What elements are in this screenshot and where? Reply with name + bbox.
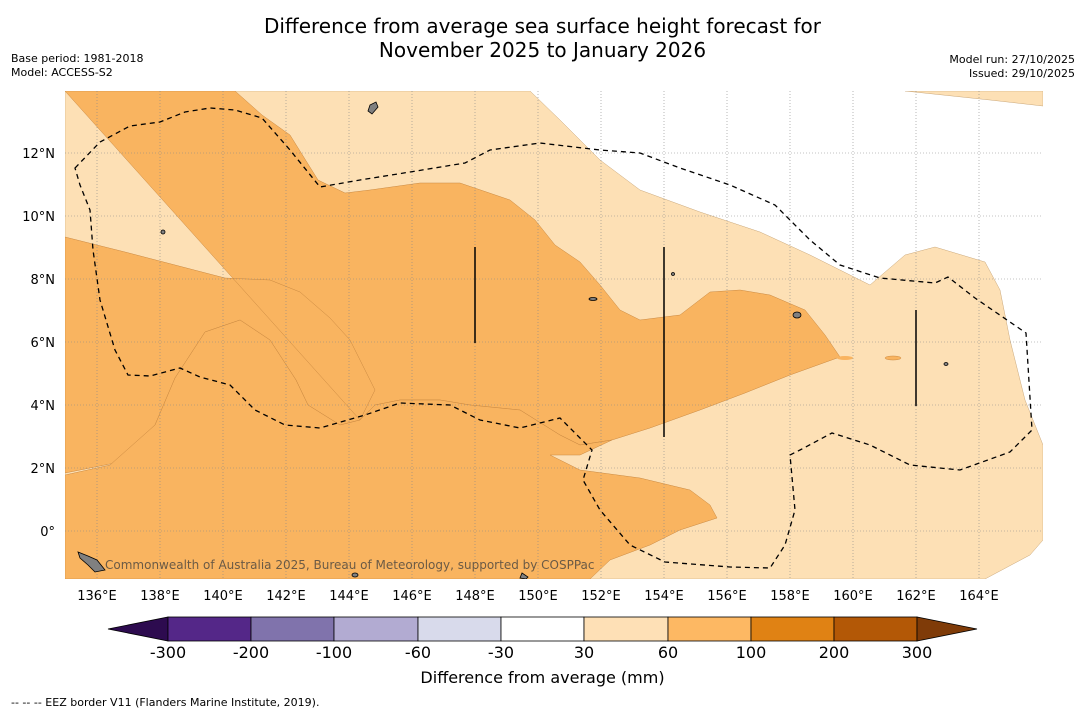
eez-legend-note: -- -- -- EEZ border V11 (Flanders Marine… (11, 696, 320, 709)
map-title-line2: November 2025 to January 2026 (378, 38, 707, 62)
colorbar-tick-label: -60 (404, 643, 432, 662)
island-markers (77, 101, 949, 579)
map-title-line1: Difference from average sea surface heig… (263, 14, 822, 38)
eez-border-line (74, 107, 1033, 569)
model-run-label: Model run: 27/10/2025 (949, 53, 1075, 66)
colorbar-bin (417, 616, 502, 642)
model-label: Model: ACCESS-S2 (11, 66, 113, 79)
island-c (671, 272, 675, 276)
lon-label: 154°E (644, 589, 684, 604)
colorbar-tick-label: -200 (232, 643, 270, 662)
colorbar-bin (333, 616, 419, 642)
colorbar-bin (833, 616, 918, 642)
lon-label: 162°E (896, 589, 936, 604)
lon-label: 146°E (392, 589, 432, 604)
colorbar-tick-label: -100 (315, 643, 353, 662)
lon-label: 152°E (581, 589, 621, 604)
colorbar-tick-label: 60 (657, 643, 679, 662)
colorbar-tick-label: 200 (818, 643, 850, 662)
colorbar-bin (167, 616, 252, 642)
colorbar-tick-label: 30 (573, 643, 595, 662)
colorbar-tick-label: 100 (735, 643, 767, 662)
lon-label: 164°E (959, 589, 999, 604)
lat-label: 4°N (31, 399, 56, 414)
lon-label: 148°E (455, 589, 495, 604)
colorbar-bin (250, 616, 335, 642)
island-e (351, 572, 359, 578)
colorbar-tick-label: 300 (901, 643, 933, 662)
colorbar (107, 616, 978, 642)
colorbar-title: Difference from average (mm) (420, 668, 665, 687)
colorbar-extend-high (916, 616, 978, 642)
anomaly-patch-160e (884, 355, 902, 361)
island-a (160, 229, 166, 235)
island-north (367, 101, 379, 115)
lon-label: 156°E (707, 589, 747, 604)
map-plot-area (65, 91, 1043, 579)
lat-label: 6°N (31, 336, 56, 351)
colorbar-tick-label: -300 (149, 643, 187, 662)
lat-label: 12°N (22, 147, 55, 162)
colorbar-extend-low (107, 616, 169, 642)
colorbar-bin (583, 616, 669, 642)
lon-label: 160°E (833, 589, 873, 604)
island-southwest (77, 551, 106, 573)
base-period-label: Base period: 1981-2018 (11, 52, 144, 65)
lon-label: 138°E (140, 589, 180, 604)
lon-label: 136°E (77, 589, 117, 604)
colorbar-tick-label: -30 (487, 643, 515, 662)
map-axis-labels: 136°E 138°E 140°E 142°E 144°E 146°E 148°… (22, 147, 999, 604)
colorbar-bin (667, 616, 752, 642)
lat-label: 10°N (22, 210, 55, 225)
island-south (519, 572, 529, 579)
lon-label: 140°E (203, 589, 243, 604)
lat-label: 8°N (31, 273, 56, 288)
lat-label: 2°N (31, 462, 56, 477)
lat-label: 0° (40, 525, 55, 540)
colorbar-bin (500, 616, 585, 642)
issued-label: Issued: 29/10/2025 (968, 67, 1075, 80)
colorbar-bin (750, 616, 835, 642)
map-credit: Commonwealth of Australia 2025, Bureau o… (105, 558, 595, 572)
lon-label: 142°E (266, 589, 306, 604)
island-157e (792, 311, 802, 319)
lon-label: 144°E (329, 589, 369, 604)
lon-label: 150°E (518, 589, 558, 604)
island-b (588, 297, 598, 301)
island-d (943, 362, 949, 366)
anomaly-patch-159e (837, 356, 853, 360)
lon-label: 158°E (770, 589, 810, 604)
